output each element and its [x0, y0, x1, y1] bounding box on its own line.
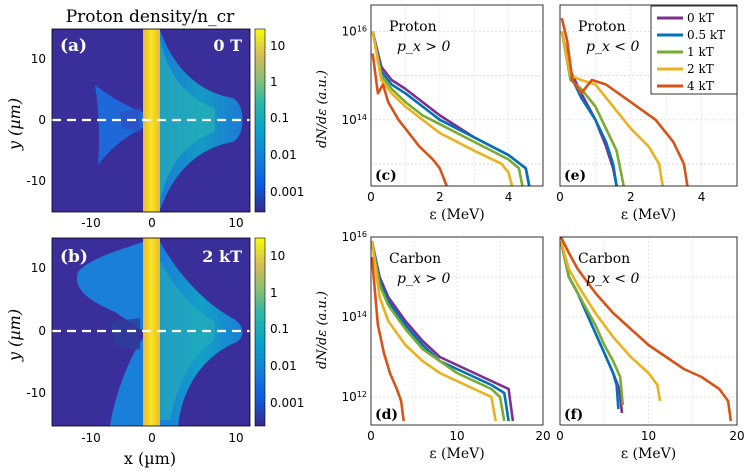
plot-frame	[559, 236, 738, 426]
xtick-b-10: 10	[228, 431, 243, 445]
ytick-label: 1014	[342, 112, 367, 127]
xtick-label: 0	[556, 429, 564, 443]
xtick-label: 2	[627, 190, 635, 204]
xtick-b-0: 0	[148, 431, 156, 445]
species-label: Carbon	[389, 251, 441, 267]
legend: 0 kT 0.5 kT 1 kT 2 kT 4 kT	[650, 5, 738, 95]
xtick-b-m10: -10	[81, 431, 101, 445]
density-figure-title: Proton density/n_cr	[66, 7, 235, 27]
legend-label-0: 0 kT	[687, 11, 714, 25]
colorbar-b: 10 1 0.1 0.01 0.001	[254, 237, 304, 427]
field-label-b: 2 kT	[202, 247, 242, 266]
legend-label-2: 1 kT	[687, 45, 714, 59]
spectrum-panel-c: 0 2 4 ε (MeV) 1016 1014 Proton p_x > 0 (c)	[342, 4, 544, 223]
series-line-2-kT	[559, 240, 662, 402]
series-line-4-kT	[371, 53, 448, 187]
condition-label: p_x > 0	[397, 271, 450, 287]
density-ylabel-a: y (µm)	[5, 98, 24, 151]
colorbar-a: 10 1 0.1 0.01 0.001	[254, 28, 304, 213]
plot-frame	[559, 4, 738, 187]
cb-a-tick-01: 0.1	[270, 111, 289, 125]
cb-b-tick-01: 0.1	[270, 322, 289, 336]
spectra-ylabel-top: dN/dε (a.u.)	[315, 70, 330, 148]
xtick-a-m10: -10	[81, 216, 101, 230]
panel-label: (f)	[564, 407, 583, 423]
series-line-4-kT	[560, 17, 689, 187]
ytick-label: 1012	[342, 390, 367, 405]
xtick-label: 10	[449, 429, 464, 443]
ytick-a-0: 0	[38, 113, 46, 127]
ytick-label: 1016	[342, 230, 367, 245]
legend-label-4: 4 kT	[687, 79, 714, 93]
legend-label-1: 0.5 kT	[687, 28, 725, 42]
ytick-a-10: 10	[31, 52, 46, 66]
condition-label: p_x > 0	[397, 39, 450, 55]
species-label: Proton	[389, 19, 437, 35]
xtick-label: 20	[535, 429, 550, 443]
panel-label: (d)	[375, 407, 398, 423]
series-line-2-kT	[370, 240, 497, 422]
cb-b-tick-1: 1	[270, 286, 278, 300]
xlabel: ε (MeV)	[621, 207, 676, 223]
density-xlabel: x (µm)	[124, 449, 176, 468]
ytick-b-m10: -10	[26, 386, 46, 400]
xtick-label: 4	[698, 190, 706, 204]
cb-b-tick-10: 10	[270, 249, 285, 263]
spectrum-panel-f: 0 10 20 ε (MeV) Carbon p_x < 0 (f)	[556, 236, 745, 462]
spectra-ylabel-bottom: dN/dε (a.u.)	[315, 291, 330, 369]
xtick-label: 2	[436, 190, 444, 204]
ytick-label: 1016	[342, 24, 367, 39]
species-label: Carbon	[578, 251, 630, 267]
panel-label: (e)	[564, 168, 586, 184]
xtick-label: 20	[729, 429, 744, 443]
xtick-label: 0	[367, 429, 375, 443]
density-panel-b: (b) 2 kT	[51, 237, 251, 427]
panel-label-a: (a)	[60, 36, 87, 56]
series-line-2-kT	[371, 31, 514, 187]
series-line-1-kT	[560, 31, 625, 187]
cb-a-tick-0001: 0.001	[270, 185, 304, 199]
condition-label: p_x < 0	[586, 39, 639, 55]
density-ylabel-b: y (µm)	[5, 309, 24, 362]
ytick-label: 1014	[342, 310, 367, 325]
density-panel-a: (a) 0 T	[51, 28, 251, 213]
density-axes: y (µm) y (µm) x (µm) 10 0 -10 10 0 -10 -…	[5, 52, 244, 468]
cb-b-tick-0001: 0.001	[270, 396, 304, 410]
field-label-a: 0 T	[213, 36, 242, 55]
ytick-b-10: 10	[31, 261, 46, 275]
panel-label: (c)	[375, 168, 397, 184]
xtick-a-0: 0	[148, 216, 156, 230]
series-line-4-kT	[370, 256, 405, 422]
series-line-1-kT	[559, 240, 625, 406]
cb-b-tick-001: 0.01	[270, 359, 297, 373]
series-line-1-kT	[370, 240, 506, 422]
xtick-a-10: 10	[228, 216, 243, 230]
series-line-4-kT	[559, 236, 733, 422]
series-line-1-kT	[371, 31, 524, 187]
xtick-label: 0	[367, 190, 375, 204]
series-line-0-kT	[370, 240, 515, 422]
species-label: Proton	[578, 19, 626, 35]
xtick-label: 10	[641, 429, 656, 443]
xlabel: ε (MeV)	[621, 446, 676, 462]
series-line-2-kT	[560, 31, 664, 187]
xlabel: ε (MeV)	[429, 446, 484, 462]
ytick-a-m10: -10	[26, 174, 46, 188]
cb-a-tick-10: 10	[270, 39, 285, 53]
plot-frame	[370, 4, 544, 187]
cb-a-tick-1: 1	[270, 75, 278, 89]
spectrum-panel-d: 0 10 20 ε (MeV) 1016 1014 1012 Carbon p_x > 0 (d)	[342, 230, 551, 463]
condition-label: p_x < 0	[586, 271, 639, 287]
legend-label-3: 2 kT	[687, 62, 714, 76]
panel-label-b: (b)	[60, 247, 88, 267]
series-line-0-5-kT	[371, 31, 531, 187]
xtick-label: 4	[505, 190, 513, 204]
cb-a-tick-001: 0.01	[270, 148, 297, 162]
plot-frame	[370, 236, 544, 426]
xtick-label: 0	[556, 190, 564, 204]
ytick-b-0: 0	[38, 324, 46, 338]
xlabel: ε (MeV)	[429, 207, 484, 223]
